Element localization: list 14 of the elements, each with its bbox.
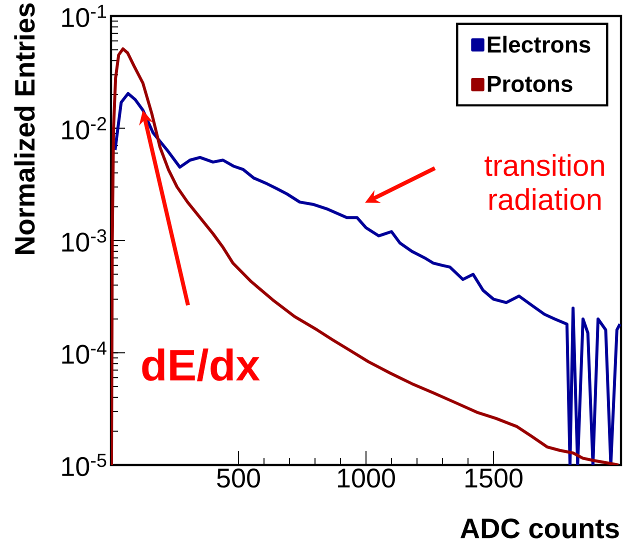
legend-label: Protons — [488, 76, 572, 92]
x-tick-label: 500 — [217, 468, 260, 488]
y-tick-label: 10$^{-3}$ — [62, 229, 106, 252]
y-axis-title: Normalized Entries — [14, 3, 35, 254]
y-tick-label: 10$^{-4}$ — [62, 342, 106, 364]
x-tick-label: 1500 — [466, 468, 522, 488]
x-tick-label: 1000 — [338, 468, 395, 488]
y-tick-label: 10$^{-2}$ — [62, 117, 106, 140]
y-tick-label: 10$^{-1}$ — [62, 4, 106, 28]
annotation: transition radiation — [484, 154, 604, 210]
annotation: dE/dx — [142, 348, 260, 382]
x-axis-title: ADC counts — [460, 518, 619, 538]
legend-label: Electrons — [488, 36, 590, 53]
y-tick-label: 10$^{-5}$ — [62, 454, 106, 476]
